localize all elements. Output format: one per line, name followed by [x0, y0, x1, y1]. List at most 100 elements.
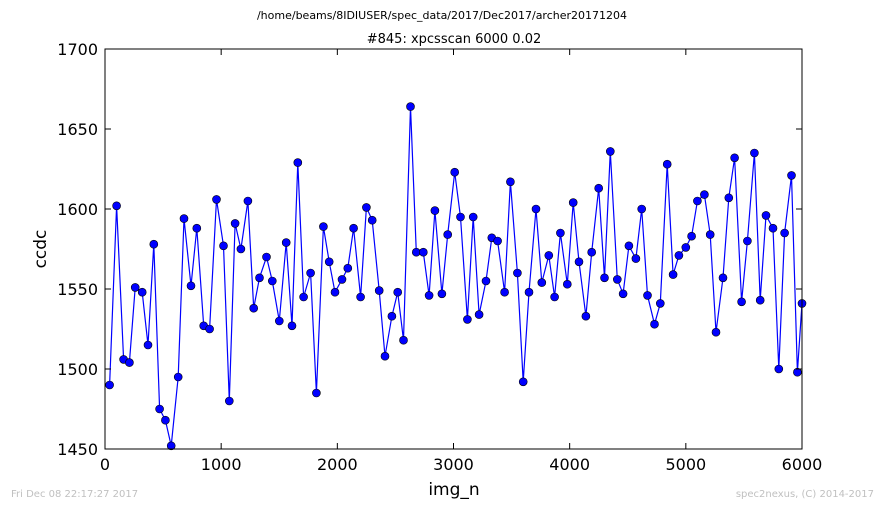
data-point	[743, 236, 752, 246]
data-point	[793, 367, 802, 377]
data-point	[618, 289, 628, 299]
data-point	[267, 276, 277, 286]
data-point	[161, 415, 170, 425]
data-point	[418, 247, 428, 257]
data-point	[424, 291, 434, 300]
data-point	[705, 230, 715, 239]
data-point	[450, 167, 460, 177]
data-point	[681, 243, 691, 252]
data-point	[730, 153, 739, 163]
data-point	[605, 147, 615, 156]
data-point	[468, 212, 478, 222]
data-point	[711, 327, 721, 337]
y-axis-title: ccdc	[31, 230, 51, 269]
data-point	[149, 239, 159, 249]
data-point	[255, 273, 264, 283]
x-tick-label: 1000	[201, 455, 242, 474]
data-point	[299, 292, 308, 302]
data-point	[105, 380, 114, 390]
data-point	[755, 295, 765, 305]
data-point	[574, 257, 584, 267]
data-point	[562, 279, 572, 289]
y-tick-label: 1600	[57, 200, 98, 219]
data-point	[693, 196, 702, 206]
data-point	[513, 268, 522, 278]
data-point	[456, 212, 465, 222]
data-point	[287, 321, 297, 331]
data-point	[219, 241, 228, 251]
data-point	[236, 244, 246, 254]
data-point	[506, 177, 515, 187]
data-point	[568, 198, 578, 207]
data-point	[130, 283, 140, 292]
y-tick-label: 1500	[57, 360, 98, 379]
data-point	[493, 236, 502, 246]
data-point	[337, 275, 347, 284]
data-point	[594, 183, 604, 193]
data-point	[143, 340, 153, 350]
y-tick-label: 1650	[57, 120, 98, 139]
data-point	[393, 287, 403, 297]
data-point	[774, 364, 784, 374]
data-point	[737, 297, 746, 307]
footer-credit: spec2nexus, (C) 2014-2017	[735, 489, 874, 500]
data-point	[587, 247, 597, 257]
data-point	[387, 311, 397, 321]
data-point	[750, 148, 759, 158]
data-point	[787, 171, 796, 180]
data-point	[780, 228, 789, 238]
x-tick-label: 0	[100, 455, 110, 474]
data-point	[643, 291, 652, 300]
data-point	[612, 275, 622, 284]
data-point	[631, 254, 641, 263]
data-point	[537, 278, 547, 287]
data-point	[556, 228, 565, 238]
data-point	[544, 251, 554, 260]
data-point	[600, 273, 609, 283]
data-point	[186, 281, 196, 291]
x-tick-label: 5000	[665, 455, 706, 474]
x-tick-label: 4000	[549, 455, 590, 474]
data-point	[349, 223, 358, 233]
data-point	[230, 219, 240, 228]
data-point	[243, 196, 253, 206]
data-point	[125, 358, 134, 367]
data-point	[399, 335, 408, 345]
data-point	[225, 396, 234, 406]
data-point	[249, 303, 258, 313]
data-point	[343, 263, 353, 273]
data-point	[362, 203, 371, 212]
x-tick-label: 6000	[782, 455, 823, 474]
data-point	[768, 223, 778, 233]
data-point	[330, 287, 340, 297]
data-point	[324, 257, 334, 267]
data-point	[166, 441, 176, 451]
data-point	[137, 287, 147, 297]
data-point	[531, 204, 541, 214]
data-point	[481, 276, 491, 286]
x-axis-title: img_n	[428, 480, 479, 500]
data-point	[581, 311, 591, 321]
data-point	[718, 273, 728, 283]
data-point	[500, 287, 509, 297]
data-point	[179, 214, 189, 223]
data-point	[650, 319, 659, 329]
data-point	[518, 377, 528, 387]
data-point	[724, 193, 734, 203]
y-tick-label: 1550	[57, 280, 98, 299]
data-point	[112, 201, 121, 211]
data-point	[668, 270, 678, 279]
data-point	[173, 372, 183, 382]
data-point	[205, 324, 214, 334]
data-point	[380, 351, 390, 361]
data-point	[374, 286, 384, 295]
chart-title: #845: xpcsscan 6000 0.02	[367, 32, 542, 47]
data-point	[550, 292, 559, 302]
data-point	[637, 204, 647, 214]
data-point	[700, 190, 709, 199]
data-point	[212, 195, 221, 204]
data-point	[281, 238, 291, 247]
data-point	[443, 230, 453, 239]
data-point	[437, 289, 447, 299]
